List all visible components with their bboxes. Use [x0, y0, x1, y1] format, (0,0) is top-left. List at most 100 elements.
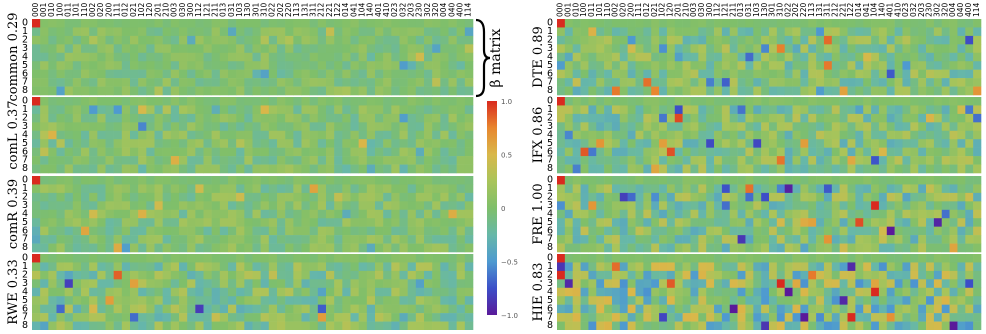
- heatmap-cell: [415, 184, 425, 194]
- heatmap-cell: [878, 130, 888, 140]
- heatmap-cell: [211, 130, 221, 140]
- heatmap-cell: [604, 61, 613, 70]
- heatmap-cell: [918, 296, 927, 305]
- heatmap-cell: [219, 147, 229, 157]
- heatmap-cell: [391, 35, 400, 45]
- heatmap-cell: [894, 19, 903, 28]
- heatmap-cell: [863, 201, 872, 211]
- heatmap-cell: [596, 61, 605, 70]
- heatmap-cell: [863, 27, 872, 37]
- heatmap-cell: [847, 69, 856, 79]
- heatmap-cell: [456, 243, 466, 253]
- heatmap-cell: [823, 192, 833, 202]
- heatmap-cell: [737, 192, 746, 202]
- heatmap-cell: [432, 262, 441, 272]
- heatmap-cell: [666, 270, 676, 280]
- heatmap-cell: [847, 218, 856, 227]
- heatmap-cell: [81, 113, 90, 123]
- heatmap-cell: [800, 192, 809, 202]
- heatmap-cell: [871, 97, 880, 106]
- heatmap-cell: [918, 61, 927, 70]
- heatmap-cell: [674, 52, 683, 62]
- heatmap-cell: [154, 254, 163, 263]
- heatmap-cell: [808, 304, 817, 314]
- heatmap-cell: [651, 176, 660, 185]
- heatmap-cell: [48, 243, 57, 253]
- heatmap-cell: [619, 44, 628, 54]
- heatmap-cell: [317, 192, 327, 202]
- column-tick-label: 004: [439, 2, 448, 17]
- heatmap-cell: [627, 35, 636, 45]
- heatmap-cell: [236, 139, 245, 148]
- heatmap-cell: [464, 35, 474, 45]
- heatmap-cell: [863, 235, 872, 244]
- heatmap-cell: [659, 113, 668, 123]
- heatmap-cell: [40, 270, 49, 280]
- heatmap-cell: [252, 184, 261, 194]
- heatmap-cell: [784, 44, 793, 54]
- heatmap-cell: [580, 287, 589, 297]
- heatmap-cell: [317, 226, 327, 236]
- heatmap-cell: [162, 243, 172, 253]
- heatmap-cell: [415, 164, 425, 174]
- heatmap-cell: [456, 287, 466, 297]
- heatmap-cell: [252, 27, 261, 37]
- heatmap-cell: [698, 61, 707, 70]
- heatmap-cell: [293, 139, 302, 148]
- heatmap-cell: [611, 139, 621, 148]
- heatmap-cell: [933, 27, 943, 37]
- heatmap-cell: [910, 35, 919, 45]
- heatmap-cell: [432, 279, 441, 289]
- heatmap-cell: [40, 287, 49, 297]
- heatmap-cell: [792, 44, 801, 54]
- heatmap-cell: [706, 35, 715, 45]
- heatmap-cell: [211, 44, 221, 54]
- heatmap-cell: [64, 113, 74, 123]
- heatmap-cell: [745, 113, 754, 123]
- heatmap-cell: [187, 61, 196, 70]
- heatmap-cell: [721, 218, 731, 227]
- heatmap-cell: [659, 296, 668, 305]
- heatmap-cell: [440, 201, 449, 211]
- heatmap-cell: [878, 321, 888, 331]
- heatmap-cell: [808, 44, 817, 54]
- heatmap-cell: [918, 270, 927, 280]
- heatmap-cell: [729, 176, 738, 185]
- heatmap-cell: [604, 201, 613, 211]
- heatmap-cell: [72, 97, 82, 106]
- heatmap-cell: [941, 61, 950, 70]
- heatmap-cell: [871, 69, 880, 79]
- heatmap-cell: [855, 86, 864, 96]
- heatmap-cell: [285, 97, 294, 106]
- heatmap-cell: [407, 78, 417, 87]
- heatmap-cell: [651, 139, 660, 148]
- heatmap-cell: [611, 243, 621, 253]
- heatmap-cell: [596, 122, 605, 132]
- heatmap-cell: [309, 270, 319, 280]
- heatmap-cell: [48, 86, 57, 96]
- heatmap-cell: [604, 235, 613, 244]
- heatmap-cell: [399, 35, 408, 45]
- heatmap-cell: [105, 235, 114, 244]
- heatmap-cell: [317, 243, 327, 253]
- heatmap-cell: [635, 52, 644, 62]
- heatmap-cell: [957, 130, 966, 140]
- heatmap-cell: [350, 226, 359, 236]
- heatmap-cell: [588, 164, 597, 174]
- heatmap-cell: [179, 184, 188, 194]
- heatmap-cell: [933, 122, 943, 132]
- heatmap-cell: [154, 164, 163, 174]
- heatmap-cell: [105, 105, 114, 115]
- heatmap-cell: [745, 279, 754, 289]
- heatmap-cell: [407, 235, 417, 244]
- heatmap-cell: [949, 287, 958, 297]
- heatmap-cell: [863, 44, 872, 54]
- heatmap-cell: [784, 235, 793, 244]
- heatmap-cell: [729, 69, 738, 79]
- heatmap-cell: [839, 78, 848, 87]
- heatmap-cell: [721, 78, 731, 87]
- row-tick-label: 3: [22, 121, 28, 132]
- heatmap-cell: [113, 270, 123, 280]
- heatmap-cell: [268, 164, 278, 174]
- heatmap-cell: [926, 304, 935, 314]
